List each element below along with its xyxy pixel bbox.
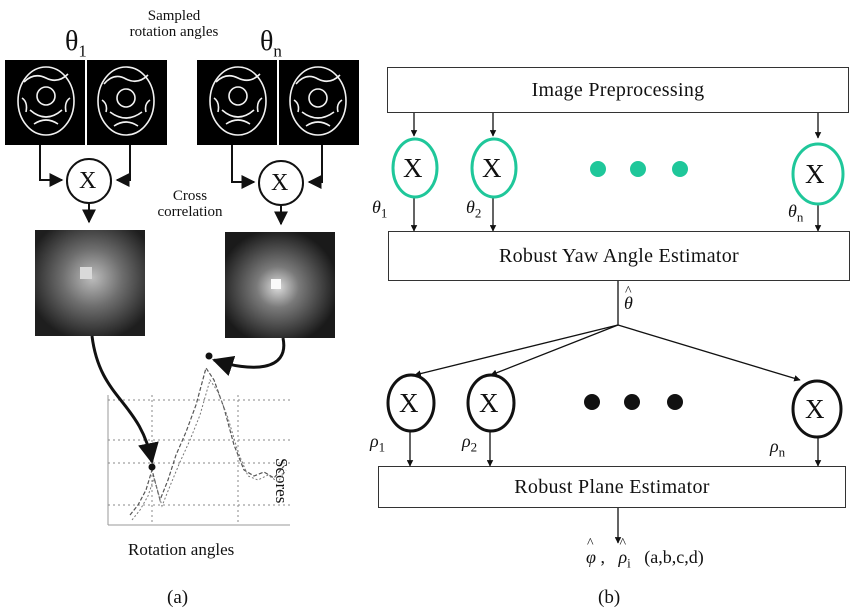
bottom-node-symbol-n: X	[805, 394, 825, 424]
theta-n-symbol: θ	[260, 26, 274, 57]
top-angle-sub-2: 2	[474, 205, 482, 221]
multiply-symbol-a1: X	[79, 168, 97, 194]
multiply-node-icon	[470, 137, 518, 199]
top-node-angle-1: θ1	[372, 198, 387, 220]
bottom-node-symbol-1: X	[399, 388, 419, 418]
top-node-angle-2: θ2	[466, 198, 481, 220]
score-point-theta-n	[205, 352, 213, 360]
skull-image-pair-1	[5, 60, 167, 145]
top-node-angle-n: θn	[788, 202, 803, 224]
theta-1-subscript: 1	[78, 41, 87, 61]
theta-hat-symbol: θ	[624, 293, 633, 313]
multiply-node-icon	[386, 373, 436, 433]
output-rho-hat: ^ ρi	[618, 536, 631, 571]
curve-arrow-n	[212, 337, 286, 376]
bottom-node-angle-1: ρ1	[370, 432, 385, 454]
bottom-angle-sub-n: n	[778, 444, 786, 460]
multiply-symbol-a2: X	[271, 170, 289, 196]
score-point-theta-1	[148, 463, 156, 471]
cross-label-line2: correlation	[157, 203, 223, 220]
output-expression: ^ φ , ^ ρi (a,b,c,d)	[586, 536, 704, 571]
bottom-node-angle-n: ρn	[770, 437, 785, 459]
image-to-node-connectors	[39, 145, 323, 226]
output-params: (a,b,c,d)	[644, 547, 704, 567]
caption-a: (a)	[167, 587, 189, 608]
multiply-node-icon	[66, 158, 112, 204]
bottom-angle-sub-2: 2	[470, 439, 478, 455]
scores-plot	[107, 352, 290, 526]
bottom-angle-sub-1: 1	[378, 439, 386, 455]
cross-correlation-image-1	[35, 230, 145, 336]
output-phi-hat: ^ φ	[586, 536, 596, 567]
curve-arrow-1	[90, 335, 159, 465]
top-node-symbol-1: X	[403, 153, 423, 183]
bottom-node-symbol-2: X	[479, 388, 499, 418]
multiply-node-icon	[791, 379, 843, 439]
theta-1-label: θ1	[65, 28, 87, 60]
top-angle-sub-1: 1	[380, 205, 388, 221]
bottom-angle-symbol-2: ρ	[462, 431, 471, 451]
robust-plane-estimator-box: Robust Plane Estimator	[378, 466, 846, 508]
output-rho-symbol: ρ	[618, 547, 628, 567]
skull-image-pair-n	[197, 60, 359, 145]
panel-b-connectors	[406, 112, 822, 544]
theta-n-subscript: n	[273, 41, 282, 61]
cross-correlation-image-n	[225, 232, 335, 338]
top-node-symbol-n: X	[805, 159, 825, 189]
top-angle-sub-n: n	[796, 209, 804, 225]
top-angle-symbol-n: θ	[788, 201, 797, 221]
cross-correlation-label: Cross correlation	[150, 188, 230, 221]
multiply-node-icon	[391, 137, 439, 199]
image-preprocessing-label: Image Preprocessing	[531, 78, 705, 101]
ellipsis-dots-icon	[584, 394, 683, 410]
theta-n-label: θn	[260, 28, 282, 60]
cross-label-line1: Cross	[172, 188, 208, 204]
multiply-node-icon	[466, 373, 516, 433]
sampled-rotation-angles-label: Sampled rotation angles	[118, 8, 230, 41]
robust-yaw-angle-estimator-box: Robust Yaw Angle Estimator	[388, 231, 850, 281]
yaw-estimator-label: Robust Yaw Angle Estimator	[498, 244, 740, 267]
sampled-label-line1: Sampled	[147, 8, 201, 24]
top-node-symbol-2: X	[482, 153, 502, 183]
caption-b: (b)	[598, 587, 621, 608]
theta-hat-label: ^ θ	[624, 284, 633, 313]
output-phi-symbol: φ	[586, 547, 596, 567]
output-rho-subscript: i	[627, 555, 631, 571]
ellipsis-dots-icon	[590, 161, 688, 177]
top-angle-symbol-2: θ	[466, 197, 475, 217]
bottom-angle-symbol-n: ρ	[770, 436, 779, 456]
theta-1-symbol: θ	[65, 26, 79, 57]
bottom-angle-symbol-1: ρ	[370, 431, 379, 451]
bottom-node-angle-2: ρ2	[462, 432, 477, 454]
top-angle-symbol-1: θ	[372, 197, 381, 217]
sampled-label-line2: rotation angles	[129, 23, 219, 40]
image-preprocessing-box: Image Preprocessing	[387, 67, 849, 113]
multiply-node-icon	[791, 142, 845, 206]
multiply-node-icon	[258, 160, 304, 206]
rotation-angles-axis-label: Rotation angles	[128, 540, 235, 559]
plane-estimator-label: Robust Plane Estimator	[514, 475, 710, 498]
